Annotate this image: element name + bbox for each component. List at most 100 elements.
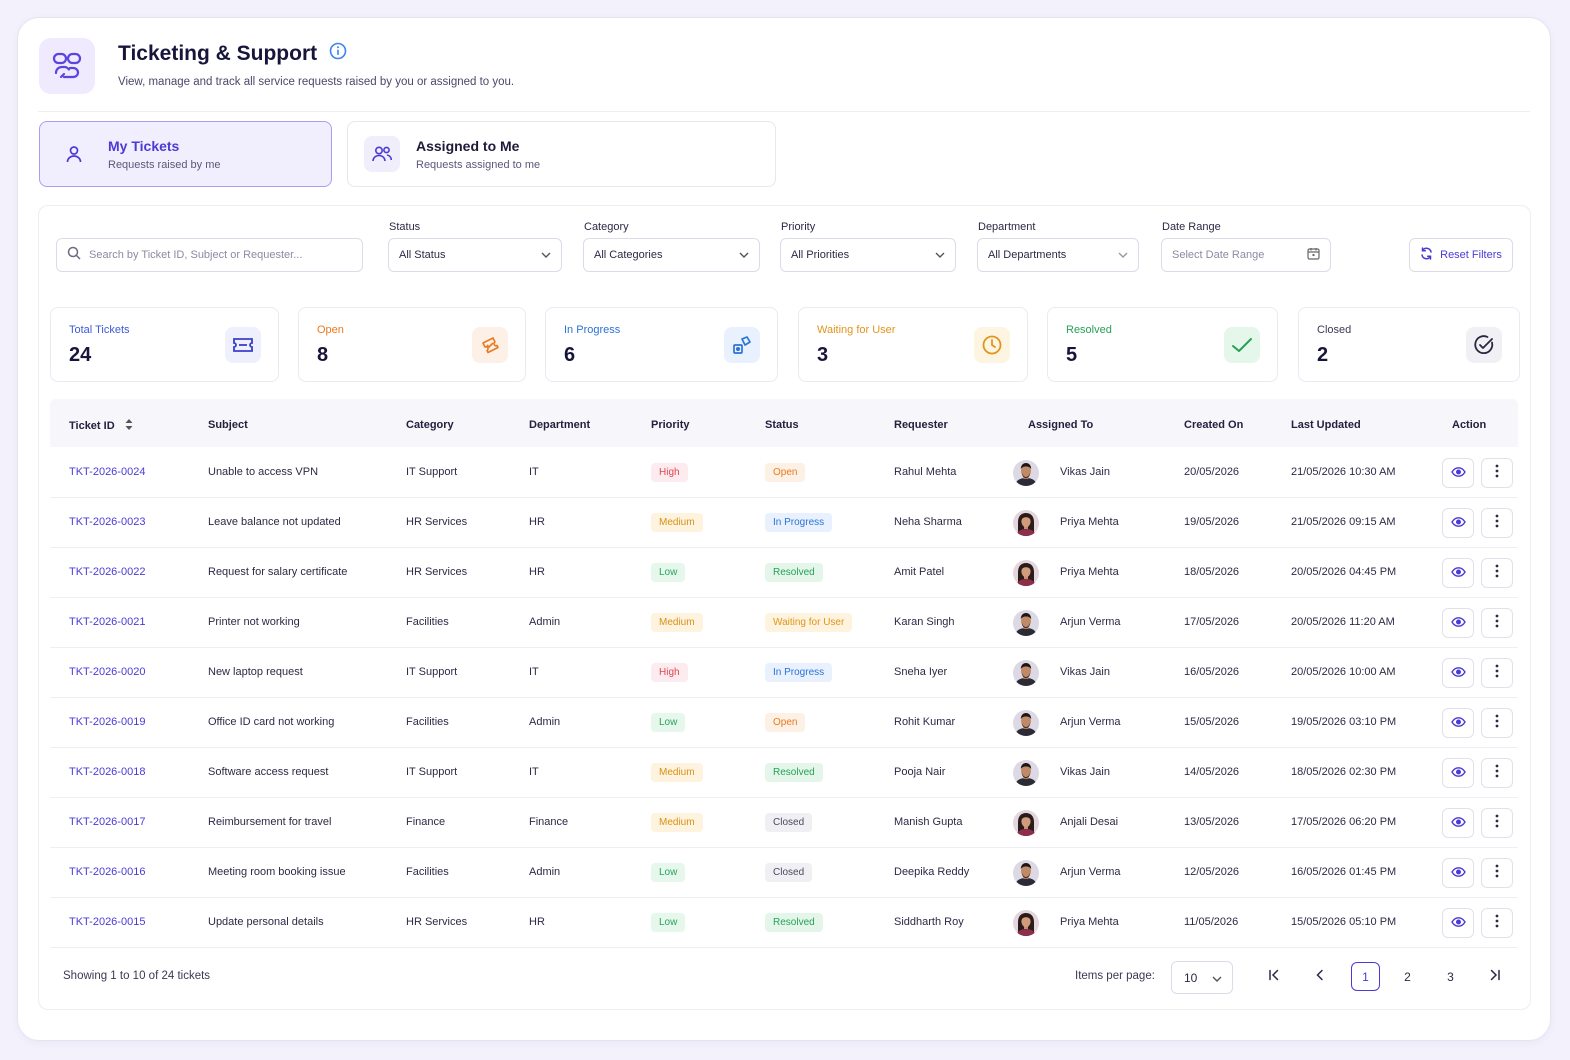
- ticket-id-link[interactable]: TKT-2026-0018: [69, 766, 146, 778]
- th-priority: Priority: [651, 419, 690, 431]
- search-icon: [67, 246, 81, 265]
- page-title-text: Ticketing & Support: [118, 42, 318, 65]
- ticket-id-link[interactable]: TKT-2026-0024: [69, 466, 146, 478]
- avatar: [1013, 860, 1039, 886]
- refresh-icon: [1420, 247, 1433, 263]
- priority-badge: Low: [651, 563, 686, 582]
- clock-icon: [974, 327, 1010, 363]
- ticket-id-link[interactable]: TKT-2026-0021: [69, 616, 146, 628]
- tab-assigned-to-me[interactable]: Assigned to Me Requests assigned to me: [347, 121, 776, 187]
- status-badge: Closed: [765, 863, 813, 882]
- ticket-id-link[interactable]: TKT-2026-0019: [69, 716, 146, 728]
- date-range-picker[interactable]: Select Date Range: [1161, 238, 1331, 272]
- ticket-id-link[interactable]: TKT-2026-0022: [69, 566, 146, 578]
- table-row[interactable]: TKT-2026-0022 Request for salary certific…: [50, 548, 1518, 598]
- th-created-on: Created On: [1184, 419, 1244, 431]
- assignee-cell: Arjun Verma: [1060, 616, 1121, 628]
- view-button[interactable]: [1442, 508, 1474, 538]
- more-options-button[interactable]: [1481, 608, 1513, 638]
- more-options-button[interactable]: [1481, 558, 1513, 588]
- more-options-button[interactable]: [1481, 458, 1513, 488]
- table-row[interactable]: TKT-2026-0021 Printer not working Faciliti…: [50, 598, 1518, 648]
- status-filter-select[interactable]: All Status: [388, 238, 562, 272]
- table-row[interactable]: TKT-2026-0018 Software access request IT S…: [50, 748, 1518, 798]
- priority-badge: High: [651, 663, 688, 682]
- view-button[interactable]: [1442, 658, 1474, 688]
- more-options-button[interactable]: [1481, 708, 1513, 738]
- th-action: Action: [1452, 419, 1487, 431]
- last-page-button[interactable]: [1480, 962, 1509, 991]
- more-options-button[interactable]: [1481, 858, 1513, 888]
- more-vertical-icon: [1495, 714, 1499, 733]
- ticket-id-link[interactable]: TKT-2026-0017: [69, 816, 146, 828]
- sort-icon[interactable]: [125, 419, 133, 433]
- ticket-id-link[interactable]: TKT-2026-0020: [69, 666, 146, 678]
- view-button[interactable]: [1442, 608, 1474, 638]
- view-button[interactable]: [1442, 808, 1474, 838]
- subject-cell: Update personal details: [208, 916, 324, 928]
- category-cell: HR Services: [406, 516, 468, 528]
- department-cell: IT: [529, 666, 539, 678]
- more-options-button[interactable]: [1481, 508, 1513, 538]
- department-cell: HR: [529, 916, 545, 928]
- ticket-id-link[interactable]: TKT-2026-0015: [69, 916, 146, 928]
- department-filter-select[interactable]: All Departments: [977, 238, 1139, 272]
- last-updated-cell: 15/05/2026 05:10 PM: [1291, 916, 1397, 928]
- view-button[interactable]: [1442, 858, 1474, 888]
- priority-filter-select[interactable]: All Priorities: [780, 238, 956, 272]
- view-button[interactable]: [1442, 758, 1474, 788]
- page-2-button[interactable]: 2: [1404, 969, 1411, 984]
- showing-count: Showing 1 to 10 of 24 tickets: [63, 970, 211, 982]
- view-button[interactable]: [1442, 558, 1474, 588]
- created-on-cell: 14/05/2026: [1184, 766, 1240, 778]
- last-updated-cell: 19/05/2026 03:10 PM: [1291, 716, 1397, 728]
- ticket-id-link[interactable]: TKT-2026-0023: [69, 516, 146, 528]
- stat-card-total: Total Tickets 24: [50, 307, 279, 382]
- search-box[interactable]: [56, 238, 363, 272]
- reset-filters-button[interactable]: Reset Filters: [1409, 238, 1513, 272]
- more-options-button[interactable]: [1481, 758, 1513, 788]
- ticket-id-link[interactable]: TKT-2026-0016: [69, 866, 146, 878]
- table-row[interactable]: TKT-2026-0020 New laptop request IT Suppor…: [50, 648, 1518, 698]
- created-on-cell: 11/05/2026: [1184, 916, 1239, 928]
- view-button[interactable]: [1442, 708, 1474, 738]
- info-icon[interactable]: [329, 42, 347, 66]
- more-options-button[interactable]: [1481, 658, 1513, 688]
- view-button[interactable]: [1442, 458, 1474, 488]
- tab-my-tickets[interactable]: My Tickets Requests raised by me: [39, 121, 332, 187]
- tab-assigned-label: Assigned to Me: [416, 137, 520, 154]
- table-row[interactable]: TKT-2026-0019 Office ID card not working F…: [50, 698, 1518, 748]
- prev-page-button[interactable]: [1305, 962, 1334, 991]
- items-per-page-select[interactable]: 10: [1171, 961, 1233, 994]
- table-row[interactable]: TKT-2026-0023 Leave balance not updated HR…: [50, 498, 1518, 548]
- main-card: Ticketing & Support View, manage and tra…: [17, 17, 1551, 1041]
- table-row[interactable]: TKT-2026-0015 Update personal details HR S…: [50, 898, 1518, 948]
- priority-badge: High: [651, 463, 688, 482]
- department-filter-label: Department: [978, 221, 1036, 233]
- priority-badge: Low: [651, 913, 686, 932]
- table-row[interactable]: TKT-2026-0024 Unable to access VPN IT Supp…: [50, 448, 1518, 498]
- date-range-placeholder: Select Date Range: [1172, 249, 1265, 261]
- more-options-button[interactable]: [1481, 808, 1513, 838]
- table-row[interactable]: TKT-2026-0016 Meeting room booking issue F…: [50, 848, 1518, 898]
- table-row[interactable]: TKT-2026-0017 Reimbursement for travel Fin…: [50, 798, 1518, 848]
- created-on-cell: 19/05/2026: [1184, 516, 1240, 528]
- view-button[interactable]: [1442, 908, 1474, 938]
- status-badge: Waiting for User: [765, 613, 853, 632]
- check-circle-icon: [1466, 327, 1502, 363]
- page-3-button[interactable]: 3: [1447, 969, 1454, 984]
- page-1-button[interactable]: 1: [1351, 962, 1380, 991]
- eye-icon: [1450, 664, 1466, 682]
- more-options-button[interactable]: [1481, 908, 1513, 938]
- first-page-button[interactable]: [1259, 962, 1288, 991]
- avatar: [1013, 460, 1039, 486]
- last-page-icon: [1489, 969, 1501, 984]
- search-input[interactable]: [89, 249, 349, 261]
- th-ticket-id[interactable]: Ticket ID: [69, 419, 133, 433]
- requester-cell: Manish Gupta: [894, 816, 963, 828]
- category-filter-select[interactable]: All Categories: [583, 238, 760, 272]
- requester-cell: Sneha Iyer: [894, 666, 948, 678]
- table-header: [50, 399, 1518, 447]
- category-cell: Facilities: [406, 866, 449, 878]
- assignee-cell: Vikas Jain: [1060, 466, 1110, 478]
